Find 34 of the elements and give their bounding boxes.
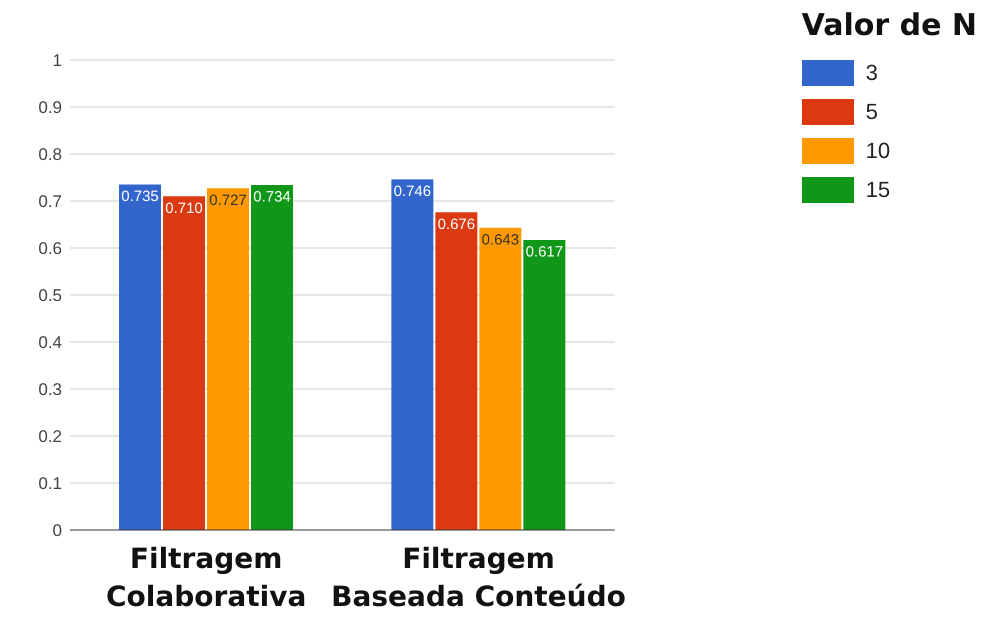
bar [435,212,478,530]
bar [479,228,522,530]
y-tick-label: 0 [52,521,62,540]
y-tick-label: 0.7 [38,192,62,212]
y-tick-label: 1 [52,51,62,70]
y-tick-label: 0.8 [38,145,62,164]
bar [207,188,250,530]
data-label: 0.710 [165,200,203,217]
bar [119,184,162,530]
legend-label: 3 [866,60,878,86]
x-tick-label: Filtragem Colaborativa [106,542,306,613]
x-tick-label: Filtragem Baseada Conteúdo [331,542,626,613]
legend-title: Valor de N [802,8,977,43]
legend-label: 5 [866,98,878,124]
bar [163,196,206,530]
y-tick-label: 0.4 [38,333,62,352]
bar [523,240,566,530]
legend-label: 15 [866,176,890,202]
y-tick-label: 0.2 [38,427,62,446]
bar [391,179,434,530]
y-tick-label: 0.1 [38,474,62,494]
data-label: 0.676 [438,216,476,233]
data-label: 0.735 [121,188,159,206]
legend-label: 10 [866,138,890,164]
data-label: 0.734 [253,188,291,206]
data-label: 0.746 [394,183,432,200]
y-tick-label: 0.5 [38,286,62,306]
data-label: 0.617 [526,244,564,261]
y-tick-label: 0.3 [38,380,62,400]
y-tick-label: 0.6 [38,239,62,258]
data-label: 0.727 [209,192,247,209]
y-tick-label: 0.9 [38,98,62,118]
bar [251,185,294,530]
data-label: 0.643 [482,231,520,248]
